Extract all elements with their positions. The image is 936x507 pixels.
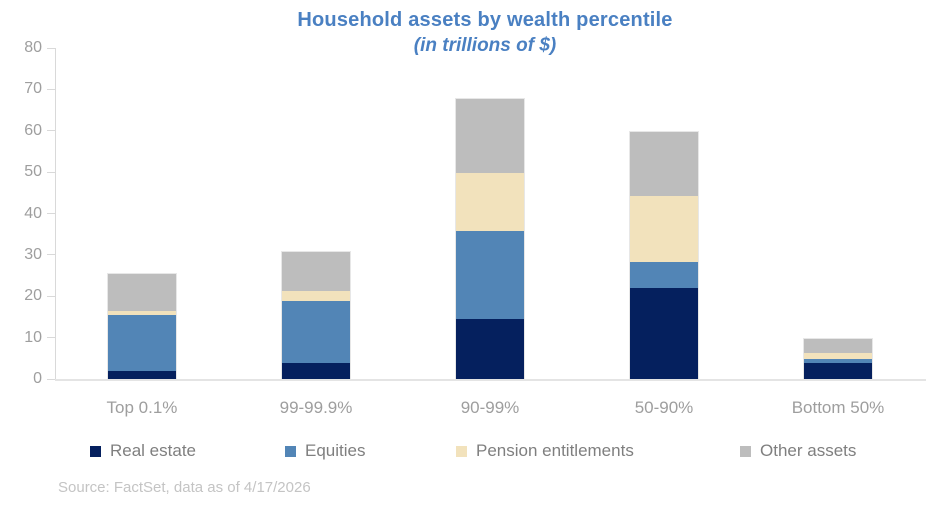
y-axis-tick-label: 30 (24, 245, 42, 263)
y-axis-tick-label: 80 (24, 39, 42, 56)
y-axis-tick (47, 171, 55, 173)
bar-segment-pension-entitlements (456, 172, 524, 231)
bar-segment-equities (282, 300, 350, 363)
y-axis-tick-label: 20 (24, 287, 42, 305)
legend-swatch-icon (285, 445, 296, 457)
legend-label: Real estate (110, 441, 196, 460)
y-axis-tick (47, 213, 55, 214)
x-axis-category-label: 90-99% (460, 398, 520, 417)
legend-item-real-estate: Real estate (90, 441, 196, 461)
bar-segment-real-estate (630, 288, 698, 379)
y-axis-tick-label: 50 (24, 163, 42, 181)
y-axis-tick (47, 337, 55, 339)
bar-segment-equities (108, 315, 176, 371)
y-axis-tick-label: 70 (24, 80, 42, 98)
y-axis-tick (47, 130, 55, 132)
bar-segment-other-assets (108, 274, 176, 312)
bar-segment-real-estate (456, 319, 524, 379)
legend-label: Equities (305, 441, 366, 460)
x-axis-category-label: Top 0.1% (106, 398, 178, 417)
bar-segment-pension-entitlements (108, 311, 176, 316)
bar-segment-pension-entitlements (282, 290, 350, 301)
bar-segment-equities (804, 358, 872, 363)
bar-segment-real-estate (108, 370, 176, 379)
stacked-bar-50-90- (629, 130, 699, 379)
x-axis-category-label: 99-99.9% (279, 398, 353, 417)
legend-item-equities: Equities (285, 441, 365, 461)
y-axis-line (55, 48, 56, 380)
bar-segment-real-estate (282, 362, 350, 379)
bar-segment-pension-entitlements (630, 195, 698, 262)
y-axis-tick (47, 88, 55, 90)
y-axis-tick-label: 0 (33, 370, 42, 387)
bar-segment-equities (456, 230, 524, 320)
chart-title: Household assets by wealth percentile (297, 9, 673, 31)
y-axis-tick (47, 254, 55, 256)
stacked-bar-99-99-9- (281, 250, 351, 379)
x-axis-category-label: Bottom 50% (791, 398, 885, 417)
x-axis-category-label: 50-90% (634, 398, 694, 417)
y-axis-tick-label: 60 (24, 121, 42, 139)
source-note: Source: FactSet, data as of 4/17/2026 (58, 479, 311, 496)
bar-segment-other-assets (456, 98, 524, 173)
x-axis-line (55, 379, 926, 381)
chart-subtitle: (in trillions of $) (413, 35, 557, 56)
legend-swatch-icon (456, 445, 467, 457)
bar-segment-other-assets (630, 131, 698, 196)
bar-segment-pension-entitlements (804, 352, 872, 359)
legend-item-other-assets: Other assets (740, 441, 856, 461)
y-axis-tick-label: 40 (24, 204, 42, 222)
y-axis-tick (47, 47, 55, 49)
y-axis-tick-label: 10 (24, 328, 42, 346)
legend-swatch-icon (90, 445, 101, 457)
y-axis-tick (47, 378, 55, 380)
y-axis-tick (47, 295, 55, 297)
bar-segment-real-estate (804, 362, 872, 379)
stacked-bar-bottom-50- (803, 337, 873, 379)
legend-swatch-icon (740, 445, 751, 457)
bar-segment-equities (630, 261, 698, 289)
legend-label: Pension entitlements (476, 441, 634, 460)
legend-label: Other assets (760, 441, 857, 460)
legend-item-pension-entitlements: Pension entitlements (456, 441, 634, 461)
stacked-bar-90-99- (455, 97, 525, 379)
bar-segment-other-assets (282, 251, 350, 291)
bar-segment-other-assets (804, 338, 872, 353)
stacked-bar-top-0-1- (107, 273, 177, 379)
